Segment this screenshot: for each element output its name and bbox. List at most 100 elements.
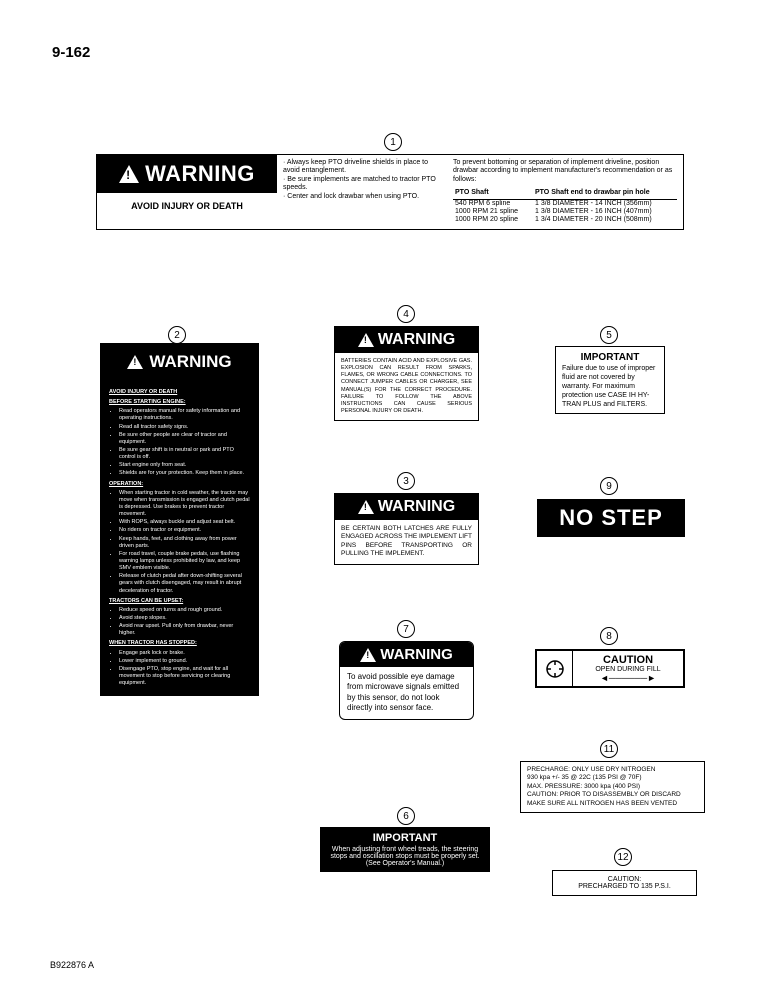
important-label-6: IMPORTANT When adjusting front wheel tre… (320, 827, 490, 872)
warning-label-3: WARNING BE CERTAIN BOTH LATCHES ARE FULL… (334, 493, 479, 565)
list-item: When starting tractor in cold weather, t… (119, 490, 250, 519)
label12-l2: PRECHARGED TO 135 P.S.I. (559, 883, 690, 890)
label2-h4: TRACTORS CAN BE UPSET: (109, 598, 250, 605)
label2-header: WARNING (101, 344, 258, 380)
label6-body: When adjusting front wheel treads, the s… (330, 846, 479, 867)
label2-h1: AVOID INJURY OR DEATH (109, 389, 250, 396)
label8-caution: CAUTION (577, 654, 679, 666)
warning-triangle-icon (358, 333, 374, 347)
label1-subhead: AVOID INJURY OR DEATH (127, 193, 247, 219)
warning-triangle-icon (360, 648, 376, 662)
callout-5: 5 (600, 326, 618, 344)
label6-head: IMPORTANT (327, 832, 483, 844)
caution-label-12: CAUTION: PRECHARGED TO 135 P.S.I. (552, 870, 697, 896)
list-item: No riders on tractor or equipment. (119, 527, 250, 534)
label11-l2: 930 kpa +/- 35 @ 22C (135 PSI @ 70F) (527, 774, 698, 782)
label1-warning-header: WARNING (97, 155, 277, 193)
label2-h2: BEFORE STARTING ENGINE: (109, 399, 250, 406)
table-row: 540 RPM 6 spline (453, 199, 533, 208)
label2-list4: Engage park lock or brake. Lower impleme… (109, 650, 250, 688)
callout-11: 11 (600, 740, 618, 758)
label12-l1: CAUTION: (559, 876, 690, 883)
warning-label-7: WARNING To avoid possible eye damage fro… (339, 641, 474, 720)
label2-warning-text: WARNING (149, 352, 231, 372)
list-item: Be sure other people are clear of tracto… (119, 432, 250, 446)
label1-th2: PTO Shaft end to drawbar pin hole (533, 188, 677, 199)
callout-12: 12 (614, 848, 632, 866)
label1-table: PTO ShaftPTO Shaft end to drawbar pin ho… (453, 188, 677, 225)
label7-warning-text: WARNING (380, 646, 453, 663)
warning-triangle-icon (119, 165, 139, 183)
list-item: Read all tractor safety signs. (119, 424, 250, 431)
list-item: Be sure gear shift is in neutral or park… (119, 447, 250, 461)
table-row: 1 3/4 DIAMETER - 20 INCH (508mm) (533, 216, 677, 224)
caution-label-8: CAUTION OPEN DURING FILL ◄──────► (535, 649, 685, 688)
label3-body: BE CERTAIN BOTH LATCHES ARE FULLY ENGAGE… (335, 520, 478, 564)
callout-6: 6 (397, 807, 415, 825)
warning-label-4: WARNING BATTERIES CONTAIN ACID AND EXPLO… (334, 326, 479, 421)
label2-list3: Reduce speed on turns and rough ground. … (109, 607, 250, 638)
list-item: Disengage PTO, stop engine, and wait for… (119, 666, 250, 687)
label1-warning-text: WARNING (145, 161, 255, 187)
no-step-label-9: NO STEP (537, 499, 685, 537)
warning-triangle-icon (127, 355, 143, 369)
label3-header: WARNING (335, 494, 478, 520)
list-item: With ROPS, always buckle and adjust seat… (119, 519, 250, 526)
warning-label-1: WARNING AVOID INJURY OR DEATH · Always k… (96, 154, 684, 230)
cap-icon (537, 651, 573, 686)
list-item: For road travel, couple brake pedals, us… (119, 551, 250, 572)
list-item: Shields are for your protection. Keep th… (119, 470, 250, 477)
warning-label-2: WARNING AVOID INJURY OR DEATH BEFORE STA… (100, 343, 259, 696)
callout-4: 4 (397, 305, 415, 323)
callout-8: 8 (600, 627, 618, 645)
label8-body: OPEN DURING FILL (595, 666, 660, 673)
page-number: 9-162 (52, 44, 90, 61)
callout-1: 1 (384, 133, 402, 151)
list-item: Start engine only from seat. (119, 462, 250, 469)
label11-l3: MAX. PRESSURE: 3000 kpa (400 PSI) (527, 783, 698, 791)
list-item: Reduce speed on turns and rough ground. (119, 607, 250, 614)
label1-right-intro: To prevent bottoming or separation of im… (453, 159, 677, 184)
callout-3: 3 (397, 472, 415, 490)
label5-head: IMPORTANT (562, 351, 658, 364)
list-item: Avoid rear upset. Pull only from drawbar… (119, 623, 250, 637)
label2-h5: WHEN TRACTOR HAS STOPPED: (109, 640, 250, 647)
label11-l1: PRECHARGE: ONLY USE DRY NITROGEN (527, 766, 698, 774)
callout-9: 9 (600, 477, 618, 495)
label1-left: WARNING AVOID INJURY OR DEATH (97, 155, 277, 229)
label4-body: BATTERIES CONTAIN ACID AND EXPLOSIVE GAS… (335, 353, 478, 420)
table-row: 1 3/8 DIAMETER - 14 INCH (356mm) (533, 199, 677, 208)
list-item: Engage park lock or brake. (119, 650, 250, 657)
list-item: Avoid steep slopes. (119, 615, 250, 622)
label1-th1: PTO Shaft (453, 188, 533, 199)
label1-mid-text: · Always keep PTO driveline shields in p… (277, 155, 447, 229)
label11-l4: CAUTION: PRIOR TO DISASSEMBLY OR DISCARD… (527, 791, 698, 808)
label2-list1: Read operators manual for safety informa… (109, 408, 250, 477)
table-row: 1000 RPM 21 spline (453, 208, 533, 216)
callout-7: 7 (397, 620, 415, 638)
precharge-label-11: PRECHARGE: ONLY USE DRY NITROGEN 930 kpa… (520, 761, 705, 813)
table-row: 1000 RPM 20 spline (453, 216, 533, 224)
list-item: Release of clutch pedal after down-shift… (119, 573, 250, 594)
radiator-cap-icon (543, 657, 567, 681)
label2-h3: OPERATION: (109, 481, 250, 488)
label3-warning-text: WARNING (378, 498, 455, 516)
arrows-icon: ◄──────► (577, 673, 679, 683)
callout-2: 2 (168, 326, 186, 344)
label7-header: WARNING (340, 642, 473, 667)
label8-right: CAUTION OPEN DURING FILL ◄──────► (573, 651, 683, 686)
list-item: Keep hands, feet, and clothing away from… (119, 536, 250, 550)
label5-body: Failure due to use of improper fluid are… (562, 365, 655, 408)
label2-list2: When starting tractor in cold weather, t… (109, 490, 250, 595)
label2-body: AVOID INJURY OR DEATH BEFORE STARTING EN… (101, 380, 258, 695)
reference-number: B922876 A (50, 960, 94, 970)
table-row: 1 3/8 DIAMETER - 16 INCH (407mm) (533, 208, 677, 216)
label4-header: WARNING (335, 327, 478, 353)
page: 9-162 B922876 A 1 2 3 4 5 6 7 8 9 11 12 … (0, 0, 772, 1000)
list-item: Read operators manual for safety informa… (119, 408, 250, 422)
label7-body: To avoid possible eye damage from microw… (340, 667, 473, 719)
important-label-5: IMPORTANT Failure due to use of improper… (555, 346, 665, 414)
label4-warning-text: WARNING (378, 331, 455, 349)
list-item: Lower implement to ground. (119, 658, 250, 665)
label1-right: To prevent bottoming or separation of im… (447, 155, 683, 229)
